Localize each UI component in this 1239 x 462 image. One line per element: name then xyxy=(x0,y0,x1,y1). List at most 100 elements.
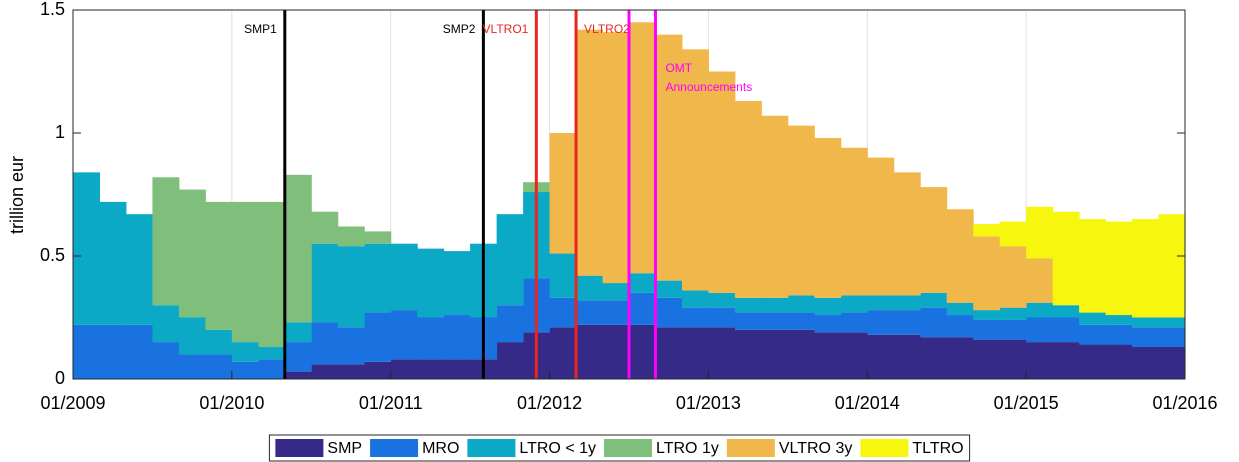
area-segment xyxy=(946,209,974,303)
area-segment xyxy=(602,283,630,301)
area-segment xyxy=(1026,258,1054,303)
area-segment xyxy=(576,300,604,325)
area-segment xyxy=(629,273,656,293)
area-segment xyxy=(761,329,789,379)
area-segment xyxy=(708,71,736,293)
area-segment xyxy=(1026,206,1054,259)
area-segment xyxy=(999,307,1027,320)
area-segment xyxy=(231,201,259,343)
area-segment xyxy=(999,339,1027,379)
x-tick-label: 01/2011 xyxy=(359,393,423,413)
area-segment xyxy=(364,312,392,362)
area-segment xyxy=(761,297,789,313)
event-label: OMT Announcements xyxy=(665,61,752,94)
area-segment xyxy=(258,347,286,360)
area-segment xyxy=(708,327,736,379)
area-segment xyxy=(1052,317,1080,343)
area-segment xyxy=(390,243,418,311)
x-tick-label: 01/2013 xyxy=(676,393,741,413)
area-segment xyxy=(867,310,895,335)
area-segment xyxy=(73,324,100,379)
area-segment xyxy=(1158,317,1186,328)
legend-swatch xyxy=(604,439,653,457)
area-segment xyxy=(1079,219,1107,313)
area-segment xyxy=(364,231,392,244)
area-segment xyxy=(1026,342,1054,379)
legend-label: SMP xyxy=(327,440,362,457)
area-segment xyxy=(920,307,948,338)
event-label: VLTRO1 xyxy=(483,22,529,36)
area-segment xyxy=(629,324,656,379)
legend-swatch xyxy=(467,439,516,457)
area-segment xyxy=(496,305,524,343)
area-segment xyxy=(1079,344,1107,379)
area-segment xyxy=(655,297,683,328)
area-segment xyxy=(576,275,604,301)
legend-label: TLTRO xyxy=(912,440,963,457)
area-segment xyxy=(1079,312,1107,325)
area-segment xyxy=(1079,324,1107,345)
area-segment xyxy=(231,361,259,379)
area-segment xyxy=(973,339,1001,379)
area-segment xyxy=(417,317,445,360)
area-segment xyxy=(708,292,736,308)
area-segment xyxy=(734,312,762,330)
area-segment xyxy=(311,364,339,379)
event-label: SMP1 xyxy=(244,22,277,36)
area-segment xyxy=(337,246,365,328)
area-segment xyxy=(284,174,312,323)
area-segment xyxy=(125,214,153,325)
area-segment xyxy=(1052,342,1080,379)
area-segment xyxy=(814,137,842,298)
area-segment xyxy=(761,312,789,330)
area-segment xyxy=(99,324,127,379)
area-segment xyxy=(337,226,365,247)
area-segment xyxy=(311,211,339,244)
area-segment xyxy=(417,359,445,379)
area-segment xyxy=(284,371,312,379)
area-segment xyxy=(443,251,471,316)
legend-swatch xyxy=(726,439,775,457)
area-segment xyxy=(1132,327,1160,348)
y-tick-label: 0 xyxy=(55,368,65,388)
y-tick-label: 1 xyxy=(55,122,65,142)
area-segment xyxy=(655,34,683,281)
area-segment xyxy=(1158,327,1186,348)
area-segment xyxy=(787,295,815,313)
area-segment xyxy=(364,361,392,379)
event-label: VLTRO2 xyxy=(584,22,630,36)
area-segment xyxy=(681,290,709,308)
area-segment xyxy=(1026,302,1054,318)
area-segment xyxy=(1052,211,1080,306)
area-segment xyxy=(390,310,418,360)
area-segment xyxy=(787,312,815,330)
area-segment xyxy=(1105,344,1133,379)
area-segment xyxy=(1105,315,1133,325)
area-segment xyxy=(152,342,180,379)
area-segment xyxy=(125,324,153,379)
y-tick-label: 1.5 xyxy=(40,0,65,19)
area-segment xyxy=(840,312,868,333)
area-segment xyxy=(761,115,789,298)
plot-frame xyxy=(72,9,1186,380)
x-tick-label: 01/2010 xyxy=(199,393,264,413)
area-segment xyxy=(602,300,630,325)
area-segment xyxy=(496,214,524,306)
area-segment xyxy=(920,187,948,293)
area-segment xyxy=(1026,317,1054,343)
area-segment xyxy=(311,243,339,323)
area-segment xyxy=(152,305,180,343)
area-segment xyxy=(576,29,604,276)
area-segment xyxy=(205,201,233,330)
legend-swatch xyxy=(370,439,419,457)
area-segment xyxy=(417,248,445,318)
area-segment xyxy=(1132,219,1160,318)
area-segment xyxy=(681,307,709,328)
area-segment xyxy=(602,324,630,379)
legend-label: LTRO < 1y xyxy=(519,440,596,457)
area-segment xyxy=(893,295,921,311)
area-segment xyxy=(337,327,365,365)
area-segment xyxy=(893,310,921,335)
area-segment xyxy=(284,322,312,343)
area-segment xyxy=(99,201,127,325)
